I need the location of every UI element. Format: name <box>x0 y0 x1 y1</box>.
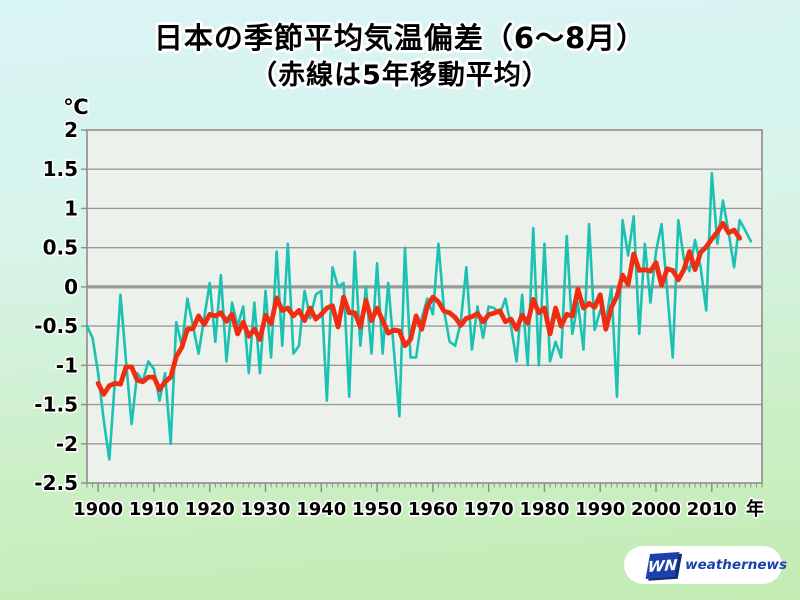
weathernews-logo-text: weathernews <box>685 557 787 573</box>
y-tick-label: 1.5 <box>43 157 78 181</box>
annual-anomaly-line <box>85 171 753 461</box>
x-tick-label: 1930 <box>240 499 290 520</box>
y-tick-label: 0 <box>64 275 78 299</box>
plot-frame <box>86 129 763 484</box>
x-tick-label: 1980 <box>519 499 569 520</box>
x-tick-label: 1970 <box>464 499 514 520</box>
chart-title: 日本の季節平均気温偏差（6〜8月） （赤線は5年移動平均） <box>0 20 800 93</box>
x-tick-label: 1940 <box>296 499 346 520</box>
x-tick-label: 1950 <box>352 499 402 520</box>
year-unit-label: 年 <box>746 498 764 520</box>
y-tick-label: -1.5 <box>34 393 78 417</box>
weathernews-logo-mark: WN <box>645 551 680 579</box>
y-tick-label: -2 <box>56 432 78 456</box>
x-tick-label: 2000 <box>631 499 681 520</box>
x-tick-label: 2010 <box>687 499 737 520</box>
y-tick-label: 1 <box>64 196 78 220</box>
weathernews-logo-mark-text: WN <box>647 555 678 575</box>
weathernews-logo: WN weathernews <box>624 546 787 584</box>
y-tick-label: 2 <box>64 118 78 142</box>
x-tick-label: 1900 <box>73 499 123 520</box>
celsius-unit-label: ℃ <box>63 95 88 119</box>
x-tick-label: 1920 <box>185 499 235 520</box>
y-tick-label: -2.5 <box>34 471 78 495</box>
x-tick-label: 1960 <box>408 499 458 520</box>
y-tick-label: -1 <box>56 353 78 377</box>
y-tick-label: 0.5 <box>43 236 78 260</box>
x-tick-label: 1910 <box>129 499 179 520</box>
chart-title-line1: 日本の季節平均気温偏差（6〜8月） <box>153 21 647 55</box>
y-tick-label: -0.5 <box>34 314 78 338</box>
moving-average-line <box>95 220 743 397</box>
chart-title-line2: （赤線は5年移動平均） <box>250 59 550 91</box>
x-tick-label: 1990 <box>575 499 625 520</box>
